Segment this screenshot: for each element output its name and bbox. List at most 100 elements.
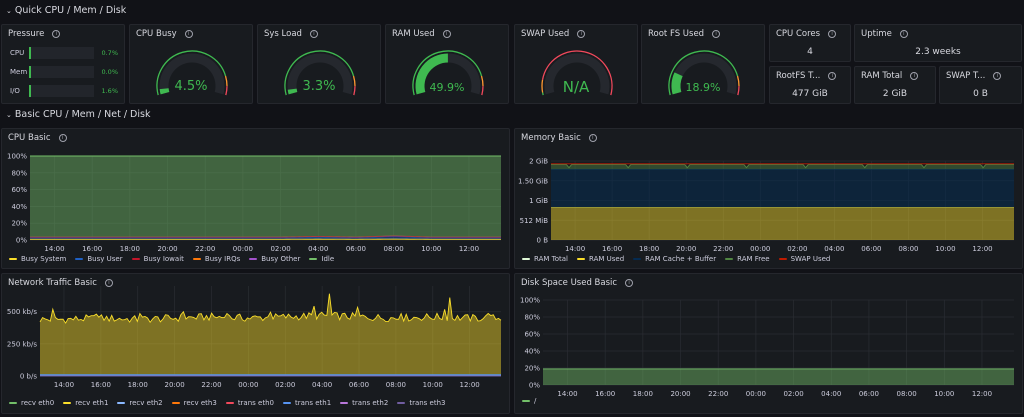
legend-swatch <box>522 257 530 261</box>
legend-item[interactable]: recv eth1 <box>63 399 108 407</box>
info-icon[interactable]: i <box>828 29 837 38</box>
info-icon[interactable]: i <box>625 278 634 287</box>
pressure-cpu: CPU 0.7% <box>10 47 118 59</box>
legend-swatch <box>225 401 234 405</box>
x-tick-label: 18:00 <box>128 381 148 389</box>
legend-item[interactable]: RAM Used <box>576 255 624 263</box>
legend-swatch <box>340 401 349 405</box>
memory-basic-chart[interactable]: 0 B 512 MiB 1 GiB 1.50 GiB 2 GiB 14:00 16:00 18… <box>515 129 1024 270</box>
legend-swatch <box>522 399 530 403</box>
threshold-arc <box>541 92 544 96</box>
y-tick-label: 1 GiB <box>529 197 548 205</box>
row-quick[interactable]: ⌄ Quick CPU / Mem / Disk <box>6 5 127 16</box>
info-icon[interactable]: i <box>104 278 113 287</box>
x-tick-label: 22:00 <box>195 245 215 253</box>
cpu-basic-chart[interactable]: 0% 20% 40% 60% 80% 100% 14:00 16:00 18:00 20:00 22… <box>2 129 511 270</box>
threshold-arc <box>481 86 484 96</box>
gauge-fill <box>671 72 683 95</box>
disk-space-chart[interactable]: 0% 20% 40% 60% 80% 100% 14:00 16:00 18:00 20:00 22… <box>515 274 1024 415</box>
series-line-recv-eth1 <box>39 293 502 324</box>
x-tick-label: 00:00 <box>233 245 253 253</box>
legend-item[interactable]: Busy System <box>9 255 66 263</box>
y-tick-label: 512 MiB <box>520 217 549 225</box>
info-icon[interactable]: i <box>712 29 721 38</box>
gauge-value: 49.9% <box>429 81 465 94</box>
info-icon[interactable]: i <box>577 29 586 38</box>
x-tick-label: 08:00 <box>386 381 406 389</box>
legend-item[interactable]: Busy Other <box>249 255 300 263</box>
x-tick-label: 08:00 <box>897 390 917 398</box>
info-icon[interactable]: i <box>910 71 919 80</box>
legend-item[interactable]: recv eth3 <box>171 399 217 407</box>
legend-item[interactable]: recv eth0 <box>9 399 54 407</box>
cpu-cores-panel: CPU Cores i 4 <box>769 24 851 62</box>
legend: recv eth0 recv eth1 recv eth2 recv eth3 tran… <box>9 399 455 407</box>
y-tick-label: 0% <box>16 237 27 245</box>
legend-label: trans eth1 <box>294 399 332 407</box>
legend-swatch <box>117 401 126 405</box>
info-icon[interactable]: i <box>993 71 1002 80</box>
y-tick-label: 100% <box>520 297 540 305</box>
legend-label: Idle <box>321 255 335 263</box>
legend-swatch <box>576 257 585 261</box>
legend-swatch <box>9 401 17 405</box>
info-icon[interactable]: i <box>184 29 193 38</box>
x-tick-label: 16:00 <box>91 381 111 389</box>
legend-item[interactable]: Busy IRQs <box>192 255 240 263</box>
legend-swatch <box>249 257 258 261</box>
pressure-panel: Pressure i CPU 0.7% Mem 0.0% I/O 1.6% <box>1 24 125 104</box>
ram-used-panel: RAM Used i 49.9% <box>385 24 509 104</box>
info-icon[interactable]: i <box>442 29 451 38</box>
info-icon[interactable]: i <box>588 133 597 142</box>
x-tick-label: 14:00 <box>565 245 585 253</box>
legend-item[interactable]: RAM Total <box>522 255 568 263</box>
legend-item[interactable]: trans eth2 <box>340 399 388 407</box>
threshold-arc <box>156 50 227 96</box>
legend-swatch <box>9 257 17 261</box>
legend-label: recv eth2 <box>129 399 163 407</box>
network-traffic-chart[interactable]: 0 b/s 250 kb/s 500 kb/s 14:00 16:00 18:00 20:0… <box>2 274 511 415</box>
y-tick-label: 80% <box>524 314 540 322</box>
swap-total-panel: SWAP T... i 0 B <box>939 66 1022 104</box>
threshold-arc <box>541 79 544 93</box>
legend-item[interactable]: trans eth0 <box>225 399 274 407</box>
legend-item[interactable]: Idle <box>309 255 334 263</box>
x-tick-label: 02:00 <box>787 245 807 253</box>
series-area-ram-cache-buffer <box>551 169 1014 208</box>
legend-item[interactable]: Busy Iowait <box>131 255 184 263</box>
x-tick-label: 10:00 <box>934 390 954 398</box>
stat-value: 2 GiB <box>882 89 908 99</box>
x-tick-label: 08:00 <box>898 245 918 253</box>
pressure-io: I/O 1.6% <box>10 85 118 97</box>
legend-item[interactable]: / <box>522 397 536 405</box>
legend-label: trans eth3 <box>409 399 446 407</box>
series-line-ram-free <box>551 164 1014 169</box>
legend-item[interactable]: trans eth1 <box>282 399 332 407</box>
y-tick-label: 2 GiB <box>529 158 548 166</box>
legend-item[interactable]: trans eth3 <box>397 399 446 407</box>
info-icon[interactable]: i <box>899 29 908 38</box>
legend-label: SWAP Used <box>790 255 831 263</box>
series-area-ram-free <box>551 164 1014 170</box>
legend-swatch <box>309 257 318 261</box>
y-tick-label: 0 B <box>537 237 549 245</box>
threshold-arc <box>412 50 483 96</box>
legend-item[interactable]: Busy User <box>75 255 123 263</box>
y-tick-label: 60% <box>524 331 540 339</box>
info-icon[interactable]: i <box>52 29 61 38</box>
info-icon[interactable]: i <box>828 71 837 80</box>
legend-item[interactable]: RAM Cache + Buffer <box>633 255 716 263</box>
legend-item[interactable]: RAM Free <box>725 255 770 263</box>
row-basic[interactable]: ⌄ Basic CPU / Mem / Net / Disk <box>6 109 151 120</box>
legend-item[interactable]: recv eth2 <box>117 399 163 407</box>
x-tick-label: 08:00 <box>384 245 404 253</box>
legend-swatch <box>778 257 787 261</box>
legend-item[interactable]: SWAP Used <box>778 255 831 263</box>
info-icon[interactable]: i <box>58 133 67 142</box>
gauge-value: 3.3% <box>302 79 336 94</box>
y-tick-label: 40% <box>11 203 27 211</box>
legend-swatch <box>282 401 291 405</box>
x-tick-label: 04:00 <box>308 245 328 253</box>
info-icon[interactable]: i <box>309 29 318 38</box>
stat-value: 4 <box>807 47 813 57</box>
